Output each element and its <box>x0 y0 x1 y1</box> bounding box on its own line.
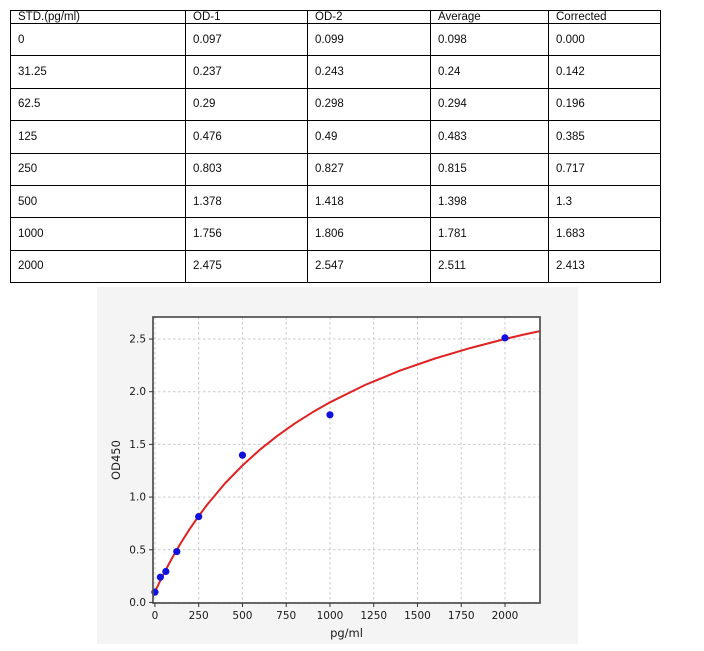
data-point <box>156 573 164 581</box>
table-cell: 1.398 <box>430 184 549 219</box>
table-cell: 0 <box>10 22 186 57</box>
data-point <box>162 567 170 576</box>
y-tick-label: 1.5 <box>129 439 146 451</box>
table-row: 62.5 0.29 0.298 0.294 0.196 <box>10 87 661 122</box>
column-header: STD.(pg/ml) <box>10 10 186 24</box>
table-cell: 0.803 <box>185 152 308 186</box>
fit-curve <box>153 330 540 598</box>
column-header: Corrected <box>548 10 661 24</box>
table-cell: 125 <box>10 120 186 154</box>
column-header: OD-1 <box>185 10 308 24</box>
table-cell: 1.781 <box>430 217 549 251</box>
standard-curve-chart: 0 250 500 750 1000 1250 1500 1750 2000 0.0 0.5 1.0 1… <box>109 316 541 640</box>
x-tick-label: 1500 <box>404 610 431 622</box>
table-cell: 1000 <box>10 217 186 251</box>
table-cell: 0.294 <box>430 87 549 122</box>
table-cell: 1.3 <box>548 184 661 219</box>
x-tick-label: 1000 <box>317 610 344 622</box>
table-cell: 2.413 <box>548 249 661 284</box>
data-point <box>238 451 247 459</box>
table-cell: 2000 <box>10 249 186 284</box>
x-tick-label: 1250 <box>360 610 387 622</box>
table-cell: 0.476 <box>185 120 308 154</box>
table-cell: 1.378 <box>185 184 308 219</box>
table-cell: 0.298 <box>307 87 431 122</box>
table-cell: 0.827 <box>307 152 431 186</box>
table-cell: 62.5 <box>10 87 186 122</box>
standard-curve-figure: 0 250 500 750 1000 1250 1500 1750 2000 0.0 0.5 1.0 1… <box>97 287 578 644</box>
table-cell: 0.385 <box>548 120 661 154</box>
data-point <box>501 334 509 342</box>
data-point <box>195 512 203 521</box>
column-header: OD-2 <box>307 10 431 24</box>
standard-values-table: STD.(pg/ml) OD-1 OD-2 Average Corrected 0 0.0… <box>10 10 661 284</box>
table-cell: 0.29 <box>185 87 308 122</box>
y-tick-label: 2.0 <box>129 386 146 398</box>
table-cell: 2.547 <box>307 249 431 284</box>
x-tick-label: 750 <box>276 610 296 622</box>
table-cell: 0.142 <box>548 55 661 89</box>
table-header-row: STD.(pg/ml) OD-1 OD-2 Average Corrected <box>10 10 661 24</box>
table-cell: 1.683 <box>548 217 661 251</box>
table-cell: 0.237 <box>185 55 308 89</box>
table-cell: 500 <box>10 184 186 219</box>
plot-area <box>153 317 540 603</box>
column-header: Average <box>430 10 549 24</box>
table-cell: 1.418 <box>307 184 431 219</box>
table-cell: 0.098 <box>430 22 549 57</box>
y-tick-label: 0.0 <box>129 597 146 609</box>
table-cell: 0.483 <box>430 120 549 154</box>
x-tick-label: 1750 <box>448 610 475 622</box>
y-axis-label: OD450 <box>109 440 123 480</box>
table-cell: 1.756 <box>185 217 308 251</box>
table-cell: 1.806 <box>307 217 431 251</box>
y-tick-label: 0.5 <box>129 544 146 556</box>
table-cell: 2.475 <box>185 249 308 284</box>
x-tick-label: 500 <box>232 610 252 622</box>
y-tick-label: 1.0 <box>129 492 146 504</box>
table-cell: 31.25 <box>10 55 186 89</box>
x-axis-label: pg/ml <box>330 626 363 640</box>
data-point <box>173 547 181 556</box>
table-cell: 0.243 <box>307 55 431 89</box>
x-tick-label: 0 <box>152 610 159 622</box>
table-row: 0 0.097 0.099 0.098 0.000 <box>10 22 661 57</box>
table-cell: 0.49 <box>307 120 431 154</box>
table-cell: 0.717 <box>548 152 661 186</box>
plot-frame <box>152 316 541 604</box>
table-row: 2000 2.475 2.547 2.511 2.413 <box>10 249 661 284</box>
table-cell: 0.000 <box>548 22 661 57</box>
table-cell: 0.196 <box>548 87 661 122</box>
x-tick-label: 2000 <box>492 610 519 622</box>
y-tick-label: 2.5 <box>129 334 146 346</box>
table-cell: 0.099 <box>307 22 431 57</box>
table-cell: 0.097 <box>185 22 308 57</box>
table-row: 1000 1.756 1.806 1.781 1.683 <box>10 217 661 251</box>
table-cell: 0.815 <box>430 152 549 186</box>
table-row: 31.25 0.237 0.243 0.24 0.142 <box>10 55 661 89</box>
x-tick-label: 250 <box>189 610 209 622</box>
table-cell: 250 <box>10 152 186 186</box>
table-cell: 0.24 <box>430 55 549 89</box>
table-body: 0 0.097 0.099 0.098 0.000 31.25 0.237 0.243 0.24… <box>10 22 661 284</box>
table-row: 125 0.476 0.49 0.483 0.385 <box>10 120 661 154</box>
data-point <box>326 411 334 419</box>
table-row: 250 0.803 0.827 0.815 0.717 <box>10 152 661 186</box>
table-cell: 2.511 <box>430 249 549 284</box>
table-row: 500 1.378 1.418 1.398 1.3 <box>10 184 661 219</box>
